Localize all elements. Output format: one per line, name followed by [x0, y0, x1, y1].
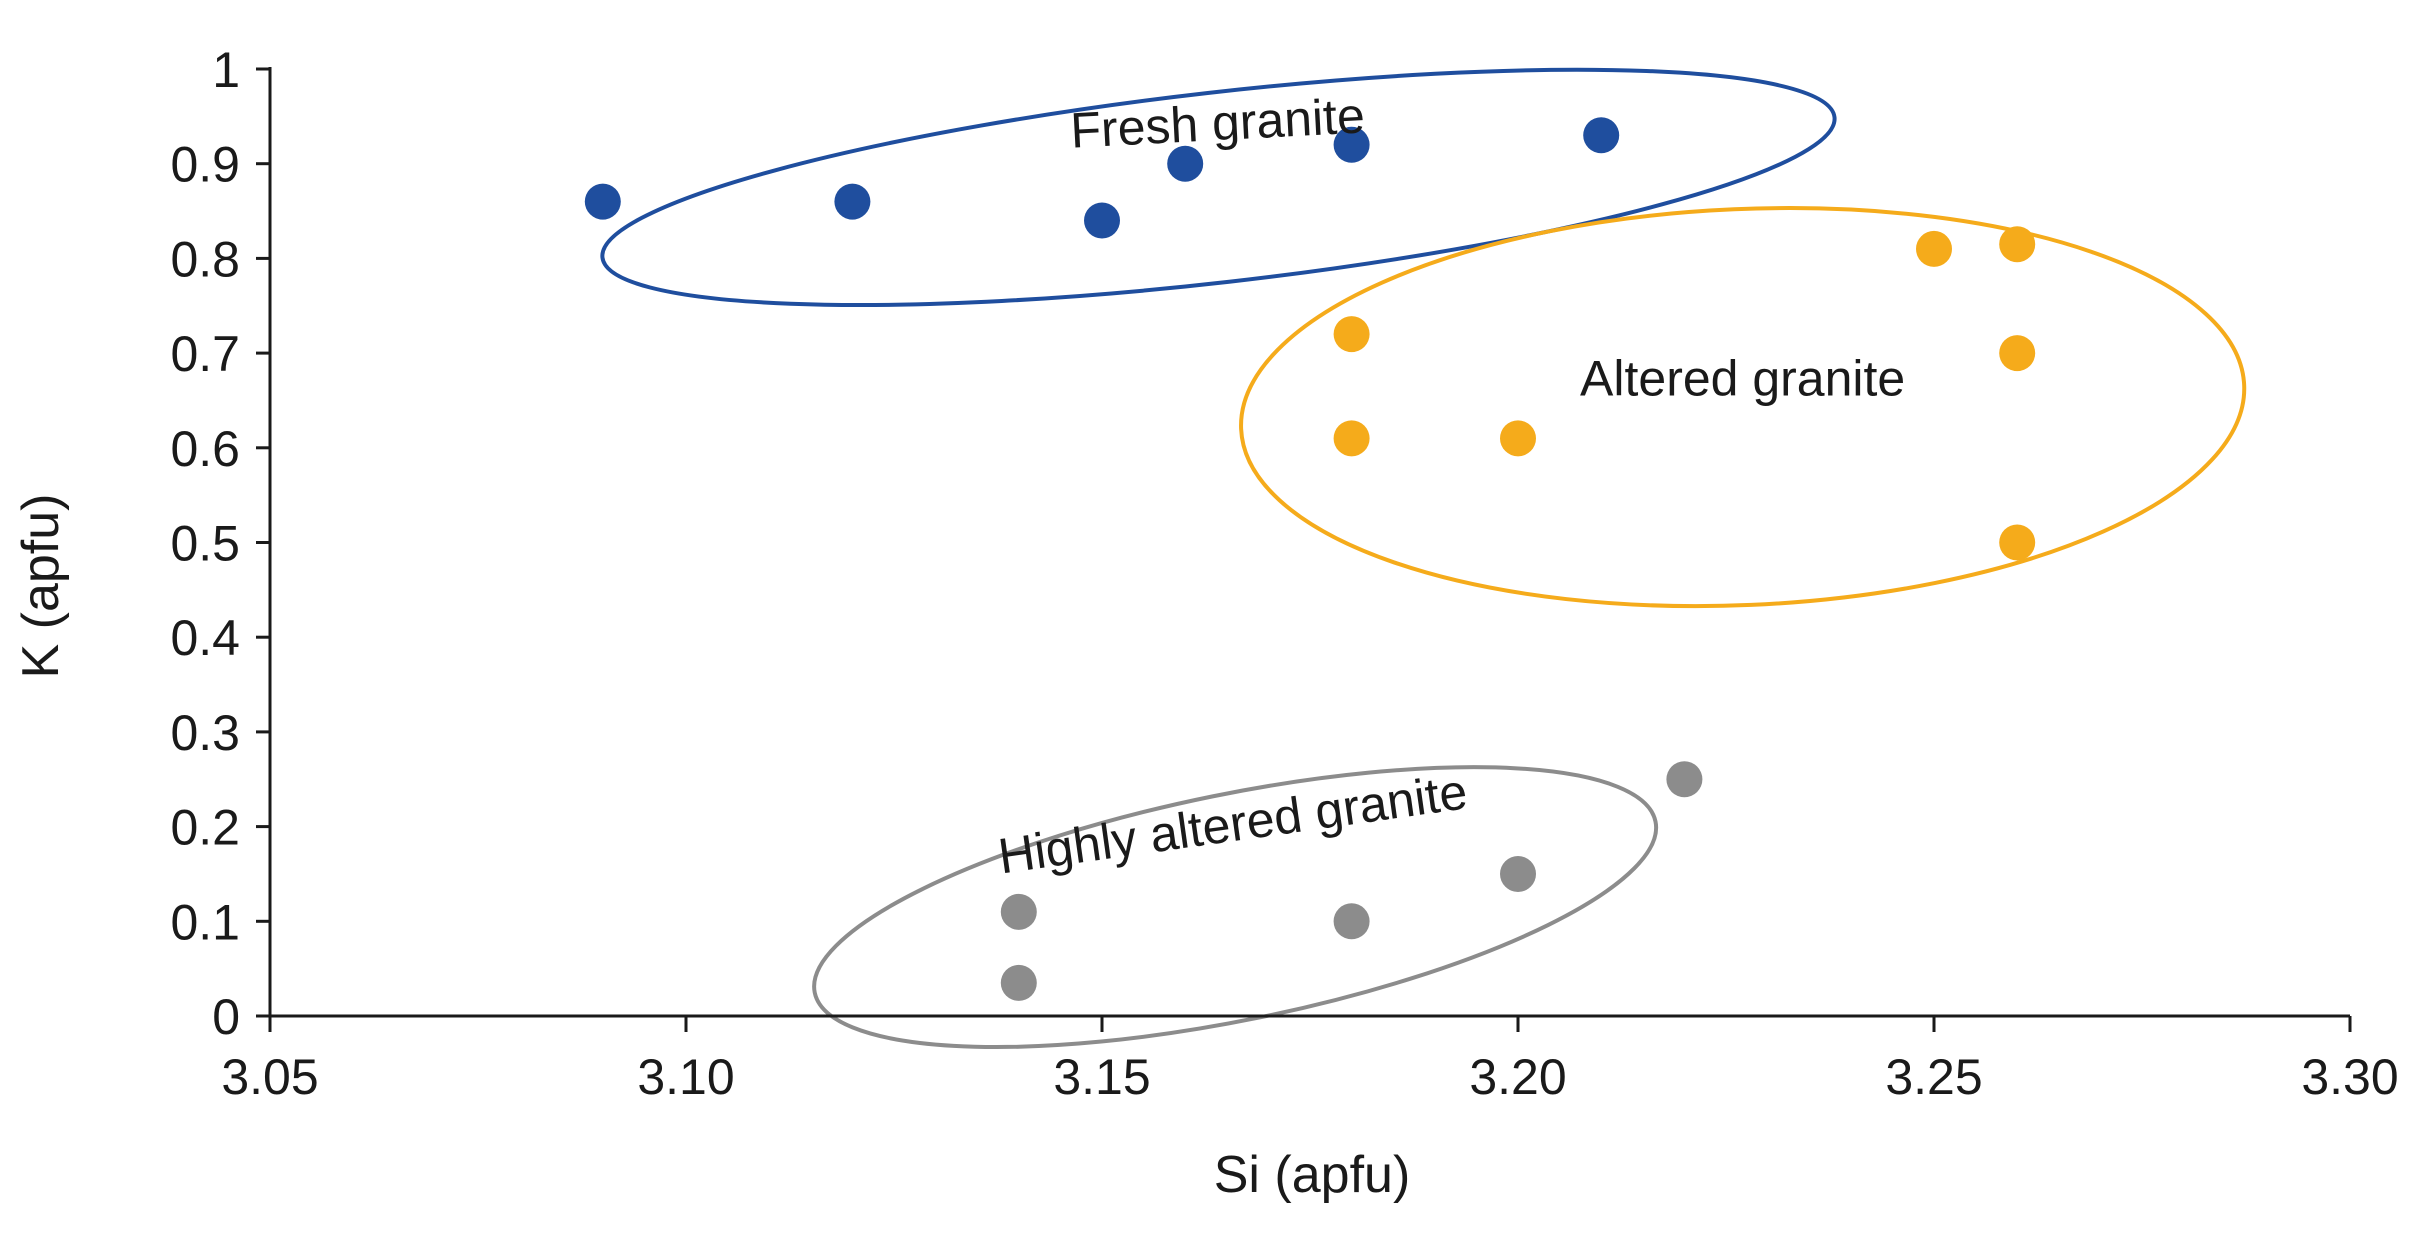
group-ellipse: [600, 67, 1837, 307]
data-point: [1084, 202, 1120, 239]
data-point: [1333, 903, 1370, 940]
data-point: [1500, 855, 1536, 892]
y-tick-label: 0.1: [170, 894, 240, 950]
data-point: [1000, 893, 1037, 930]
x-axis-title: Si (apfu): [1214, 1146, 1411, 1204]
y-tick-label: 1: [212, 42, 240, 98]
data-point: [1500, 420, 1536, 457]
y-tick-label: 0.7: [170, 326, 240, 382]
x-tick-label: 3.15: [1053, 1049, 1150, 1105]
data-point: [584, 183, 621, 220]
group-label: Fresh granite: [1069, 87, 1366, 158]
y-tick-label: 0.3: [170, 705, 240, 761]
data-points: [584, 117, 2036, 1001]
data-point: [1333, 126, 1370, 163]
data-point: [1999, 524, 2036, 561]
x-tick-label: 3.30: [2301, 1049, 2398, 1105]
data-point: [1916, 230, 1952, 267]
y-tick-label: 0.4: [170, 610, 240, 666]
axes: 0 0.1 0.2 0.3 0.4 0.5 0.6 0.7 0.8 0.9 1 3.05 3.10 3.1…: [170, 42, 2398, 1105]
y-tick-label: 0.9: [170, 137, 240, 193]
data-point: [1999, 226, 2036, 263]
group-ellipse: [1239, 206, 2247, 609]
y-axis-title: K (apfu): [12, 494, 70, 679]
y-tick-label: 0.2: [170, 800, 240, 856]
data-point: [1333, 316, 1370, 353]
x-tick-label: 3.20: [1469, 1049, 1566, 1105]
data-point: [1167, 145, 1204, 182]
data-point: [834, 183, 871, 220]
y-tick-label: 0: [212, 989, 240, 1045]
group-label: Highly altered granite: [995, 763, 1471, 884]
data-point: [1000, 964, 1037, 1001]
x-tick-label: 3.25: [1885, 1049, 1982, 1105]
data-point: [1333, 420, 1370, 457]
group-ellipses: [600, 67, 2247, 1050]
group-ellipse: [812, 765, 1659, 1050]
group-label: Altered granite: [1580, 351, 1905, 407]
x-tick-label: 3.05: [221, 1049, 318, 1105]
y-tick-label: 0.5: [170, 516, 240, 572]
x-tick-label: 3.10: [637, 1049, 734, 1105]
y-tick-label: 0.8: [170, 231, 240, 287]
data-point: [1583, 117, 1620, 154]
y-tick-label: 0.6: [170, 421, 240, 477]
data-point: [1666, 761, 1703, 798]
data-point: [1999, 335, 2036, 372]
